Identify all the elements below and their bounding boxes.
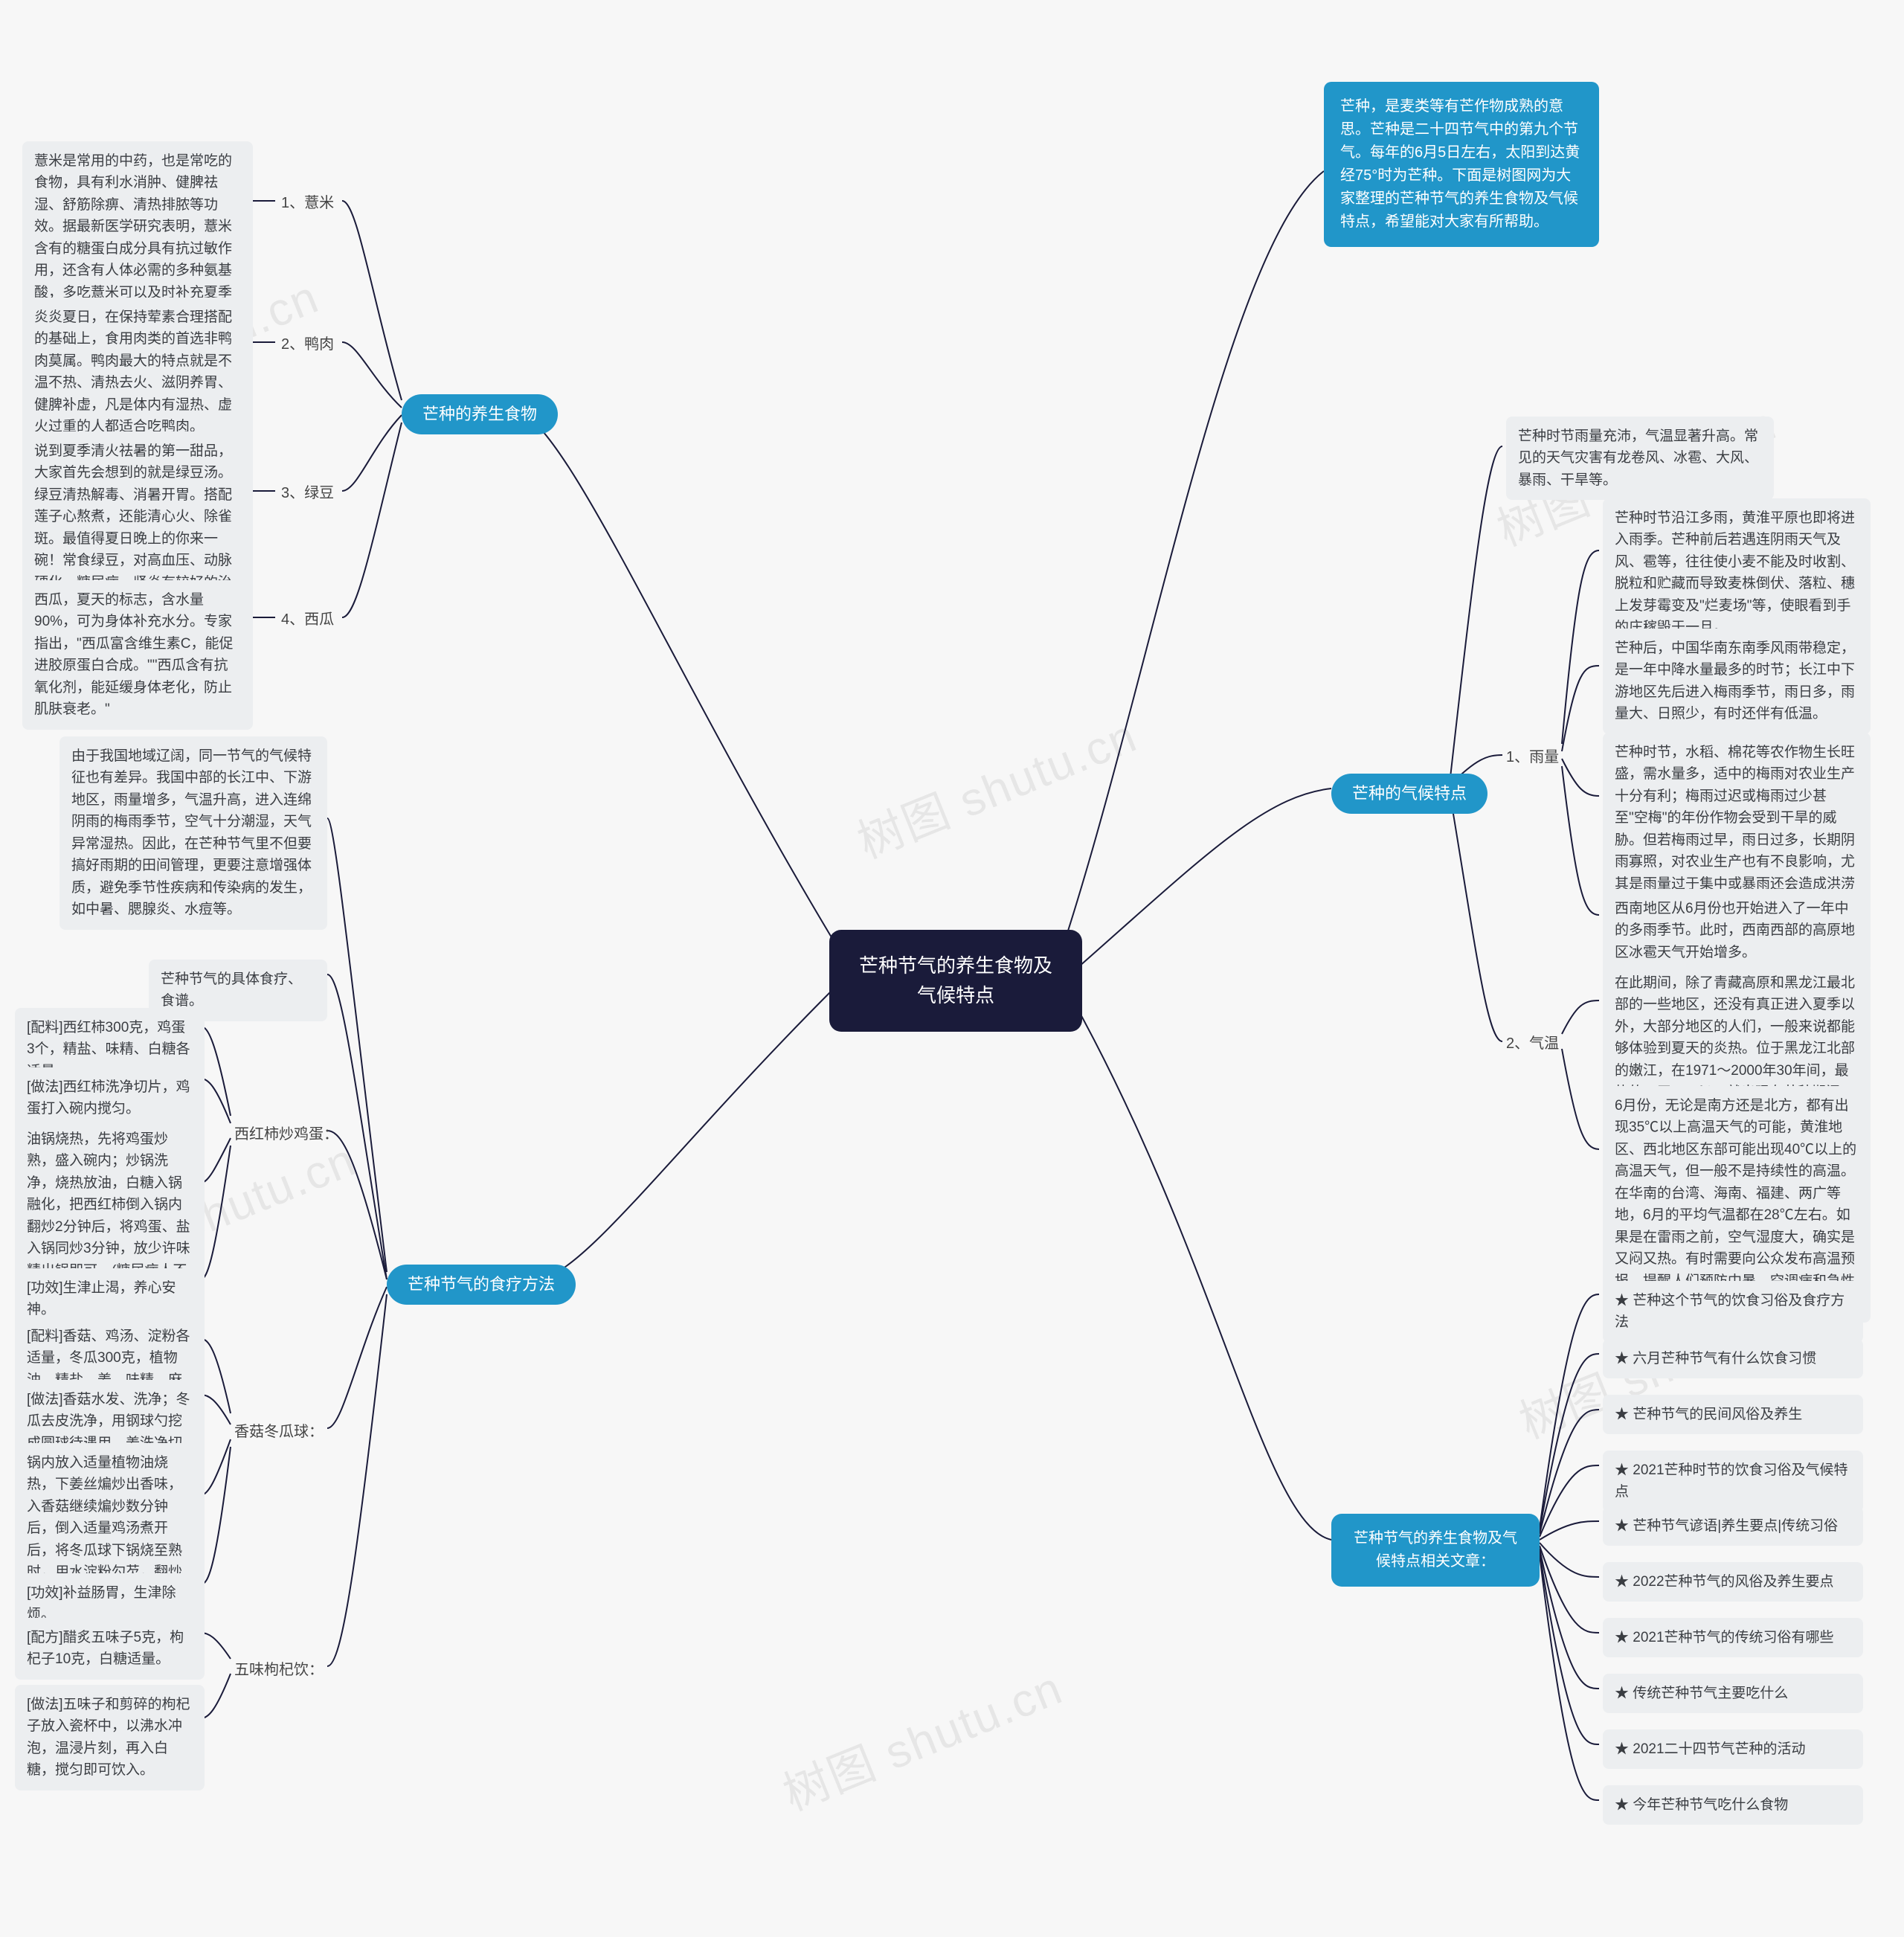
rel-1: ★ 芒种这个节气的饮食习俗及食疗方法 — [1603, 1281, 1863, 1343]
rain-d: 西南地区从6月份也开始进入了一年中的多雨季节。此时，西南西部的高原地区冰雹天气开… — [1603, 889, 1871, 972]
intro-block: 芒种，是麦类等有芒作物成熟的意思。芒种是二十四节气中的第九个节气。每年的6月5日… — [1324, 82, 1599, 247]
recipe-2-title: 香菇冬瓜球： — [234, 1421, 324, 1444]
rain-b: 芒种后，中国华南东南季风雨带稳定，是一年中降水量最多的时节；长江中下游地区先后进… — [1603, 629, 1871, 734]
rel-7: ★ 2021芒种节气的传统习俗有哪些 — [1603, 1618, 1863, 1657]
watermark: 树图 shutu.cn — [772, 1651, 1071, 1823]
food-1-label: 1、薏米 — [281, 192, 334, 215]
recipe-3-b: [做法]五味子和剪碎的枸杞子放入瓷杯中，以沸水冲泡，温浸片刻，再入白糖，搅匀即可… — [15, 1685, 205, 1790]
rel-8: ★ 传统芒种节气主要吃什么 — [1603, 1674, 1863, 1713]
rain-a: 芒种时节沿江多雨，黄淮平原也即将进入雨季。芒种前后若遇连阴雨天气及风、雹等，往往… — [1603, 498, 1871, 648]
recipe-3-a: [配方]醋炙五味子5克，枸杞子10克，白糖适量。 — [15, 1618, 205, 1680]
recipe-1-title: 西红柿炒鸡蛋： — [234, 1123, 338, 1146]
climate-title: 芒种的气候特点 — [1331, 774, 1488, 814]
rel-5: ★ 芒种节气谚语|养生要点|传统习俗 — [1603, 1506, 1863, 1546]
watermark: 树图 shutu.cn — [846, 698, 1145, 871]
rel-4: ★ 2021芒种时节的饮食习俗及气候特点 — [1603, 1451, 1863, 1512]
foods-title: 芒种的养生食物 — [402, 394, 558, 434]
temp-label: 2、气温 — [1506, 1032, 1559, 1056]
rel-3: ★ 芒种节气的民间风俗及养生 — [1603, 1395, 1863, 1434]
recipe-3-title: 五味枸杞饮： — [234, 1659, 324, 1682]
rel-9: ★ 2021二十四节气芒种的活动 — [1603, 1729, 1863, 1769]
food-4-label: 4、西瓜 — [281, 608, 334, 632]
climate-intro: 芒种时节雨量充沛，气温显著升高。常见的天气灾害有龙卷风、冰雹、大风、暴雨、干旱等… — [1506, 417, 1774, 500]
food-4-text: 西瓜，夏天的标志，含水量90%，可为身体补充水分。专家指出，"西瓜富含维生素C，… — [22, 580, 253, 730]
therapy-intro: 由于我国地域辽阔，同一节气的气候特征也有差异。我国中部的长江中、下游地区，雨量增… — [60, 736, 327, 930]
related-title: 芒种节气的养生食物及气候特点相关文章： — [1331, 1514, 1540, 1587]
rel-2: ★ 六月芒种节气有什么饮食习惯 — [1603, 1339, 1863, 1378]
rel-10: ★ 今年芒种节气吃什么食物 — [1603, 1785, 1863, 1825]
food-2-label: 2、鸭肉 — [281, 333, 334, 356]
food-3-label: 3、绿豆 — [281, 482, 334, 505]
therapy-title: 芒种节气的食疗方法 — [387, 1265, 576, 1305]
food-2-text: 炎炎夏日，在保持荤素合理搭配的基础上，食用肉类的首选非鸭肉莫属。鸭肉最大的特点就… — [22, 298, 253, 447]
center-topic: 芒种节气的养生食物及气候特点 — [829, 930, 1082, 1032]
rain-label: 1、雨量 — [1506, 746, 1559, 769]
rel-6: ★ 2022芒种节气的风俗及养生要点 — [1603, 1562, 1863, 1602]
